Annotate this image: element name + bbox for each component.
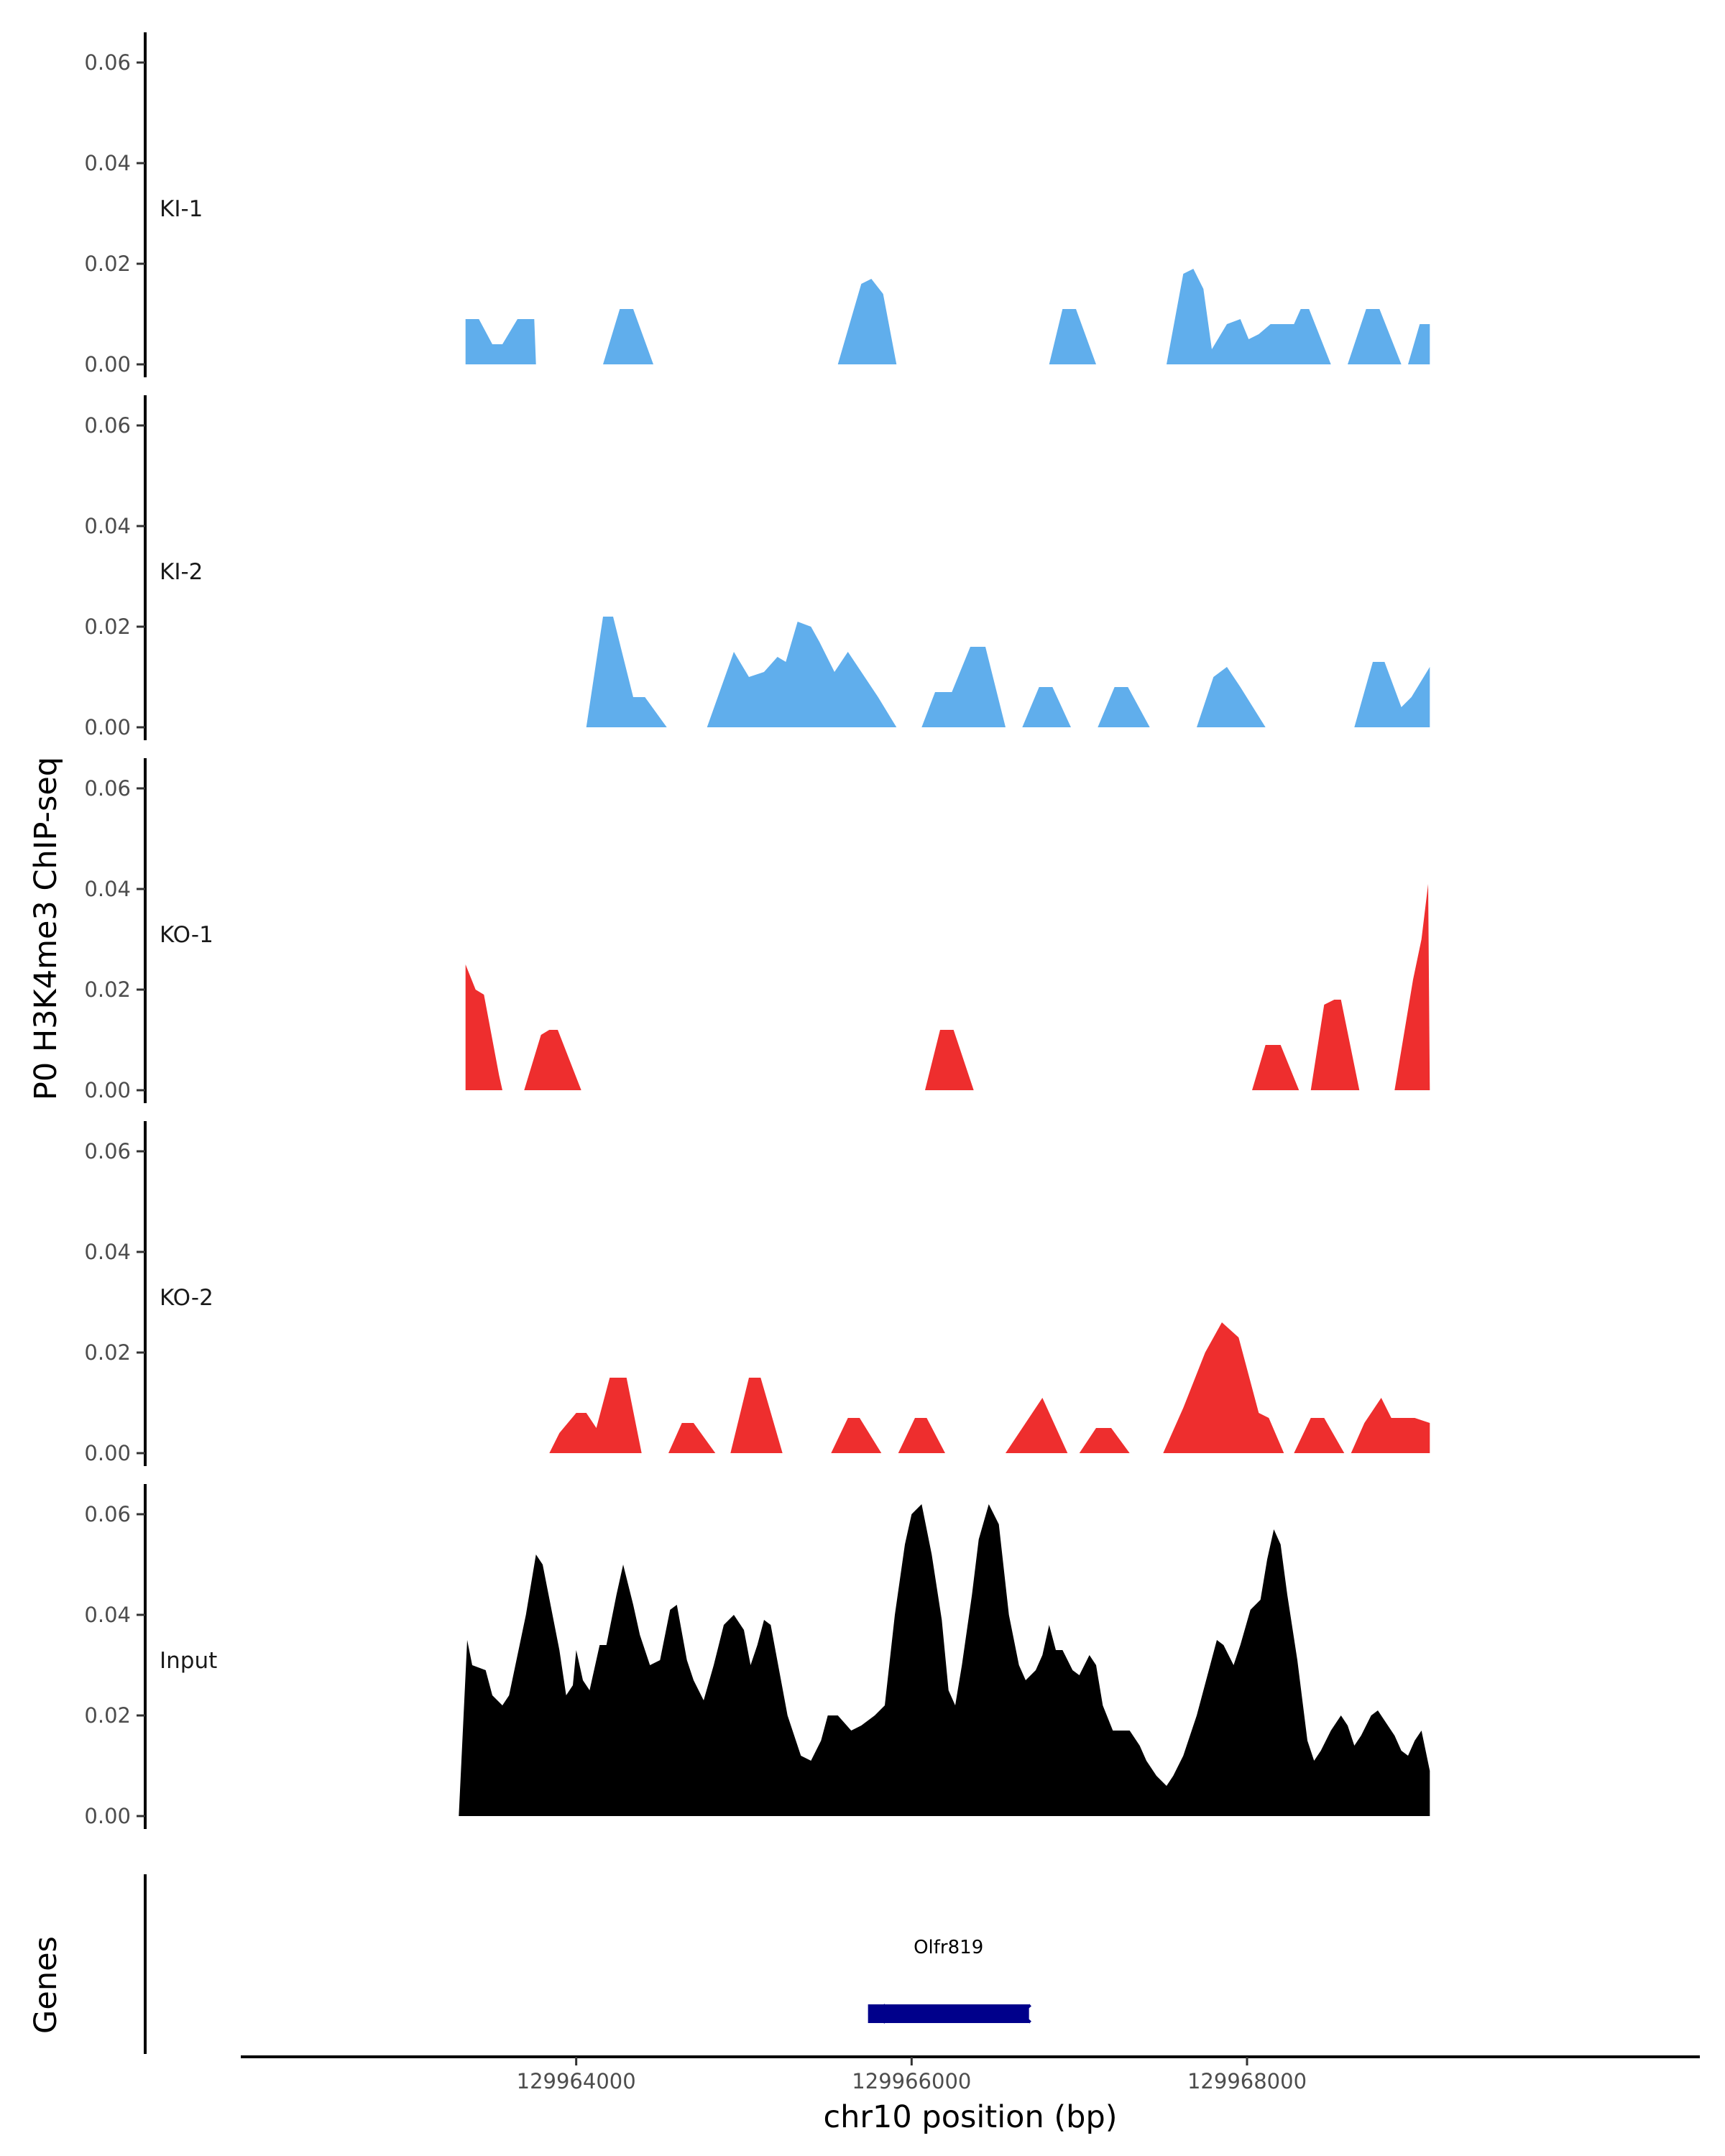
y-tick-label-ko-2: 0.02 — [84, 1340, 131, 1365]
signal-area-ki-2 — [586, 617, 1430, 727]
y-tick-label-ki-1: 0.02 — [84, 252, 131, 276]
y-tick-label-ki-1: 0.00 — [84, 352, 131, 377]
y-tick-label-ki-2: 0.06 — [84, 413, 131, 438]
signal-area-ki-1 — [465, 269, 1430, 364]
y-tick-label-ki-1: 0.06 — [84, 50, 131, 75]
y-tick-label-input: 0.04 — [84, 1603, 131, 1627]
x-tick-label: 129968000 — [1187, 2069, 1307, 2093]
signal-area-ko-2 — [549, 1322, 1430, 1453]
y-tick-label-input: 0.02 — [84, 1703, 131, 1728]
y-tick-label-ki-2: 0.02 — [84, 614, 131, 639]
x-tick-label: 129966000 — [852, 2069, 971, 2093]
gene-label: Olfr819 — [914, 1937, 983, 1958]
y-tick-label-ki-2: 0.04 — [84, 514, 131, 538]
y-tick-label-input: 0.06 — [84, 1502, 131, 1526]
track-label-ki-2: KI-2 — [160, 559, 203, 585]
x-axis: 129964000 129966000 129968000 — [241, 2055, 1700, 2093]
track-label-ki-1: KI-1 — [160, 196, 203, 222]
track-ki-1: 0.00 0.02 0.04 0.06 KI-1 — [84, 32, 1430, 377]
track-label-input: Input — [160, 1648, 217, 1674]
gene-body — [868, 2004, 1029, 2023]
track-input: 0.00 0.02 0.04 0.06 Input — [84, 1484, 1430, 1829]
tracks-layer: 0.00 0.02 0.04 0.06 KI-1 0.00 0.02 0.04 0.06 KI-2… — [84, 32, 1430, 1829]
track-ko-1: 0.00 0.02 0.04 0.06 KO-1 — [84, 758, 1430, 1103]
y-tick-label-ki-2: 0.00 — [84, 715, 131, 740]
gene-panel: Olfr819 — [144, 1874, 1031, 2054]
y-tick-label-ko-1: 0.00 — [84, 1078, 131, 1102]
signal-area-ko-1 — [465, 884, 1430, 1090]
y-tick-label-ko-2: 0.04 — [84, 1240, 131, 1264]
genes-axis-title: Genes — [28, 1936, 64, 2034]
gene-strand-arrows — [868, 2004, 1031, 2024]
track-ki-2: 0.00 0.02 0.04 0.06 KI-2 — [84, 395, 1430, 740]
y-tick-label-ko-2: 0.00 — [84, 1441, 131, 1465]
y-tick-label-ko-1: 0.02 — [84, 977, 131, 1002]
y-tick-label-ki-1: 0.04 — [84, 151, 131, 175]
x-axis-title: chr10 position (bp) — [823, 2099, 1117, 2135]
track-label-ko-1: KO-1 — [160, 922, 213, 948]
y-tick-label-ko-2: 0.06 — [84, 1139, 131, 1164]
x-tick-label: 129964000 — [517, 2069, 636, 2093]
y-axis-title: P0 H3K4me3 ChIP-seq — [28, 757, 64, 1100]
y-tick-label-ko-1: 0.04 — [84, 877, 131, 901]
track-label-ko-2: KO-2 — [160, 1285, 213, 1311]
y-tick-label-input: 0.00 — [84, 1804, 131, 1828]
signal-area-input — [459, 1504, 1430, 1816]
track-ko-2: 0.00 0.02 0.04 0.06 KO-2 — [84, 1121, 1430, 1466]
y-tick-label-ko-1: 0.06 — [84, 776, 131, 801]
